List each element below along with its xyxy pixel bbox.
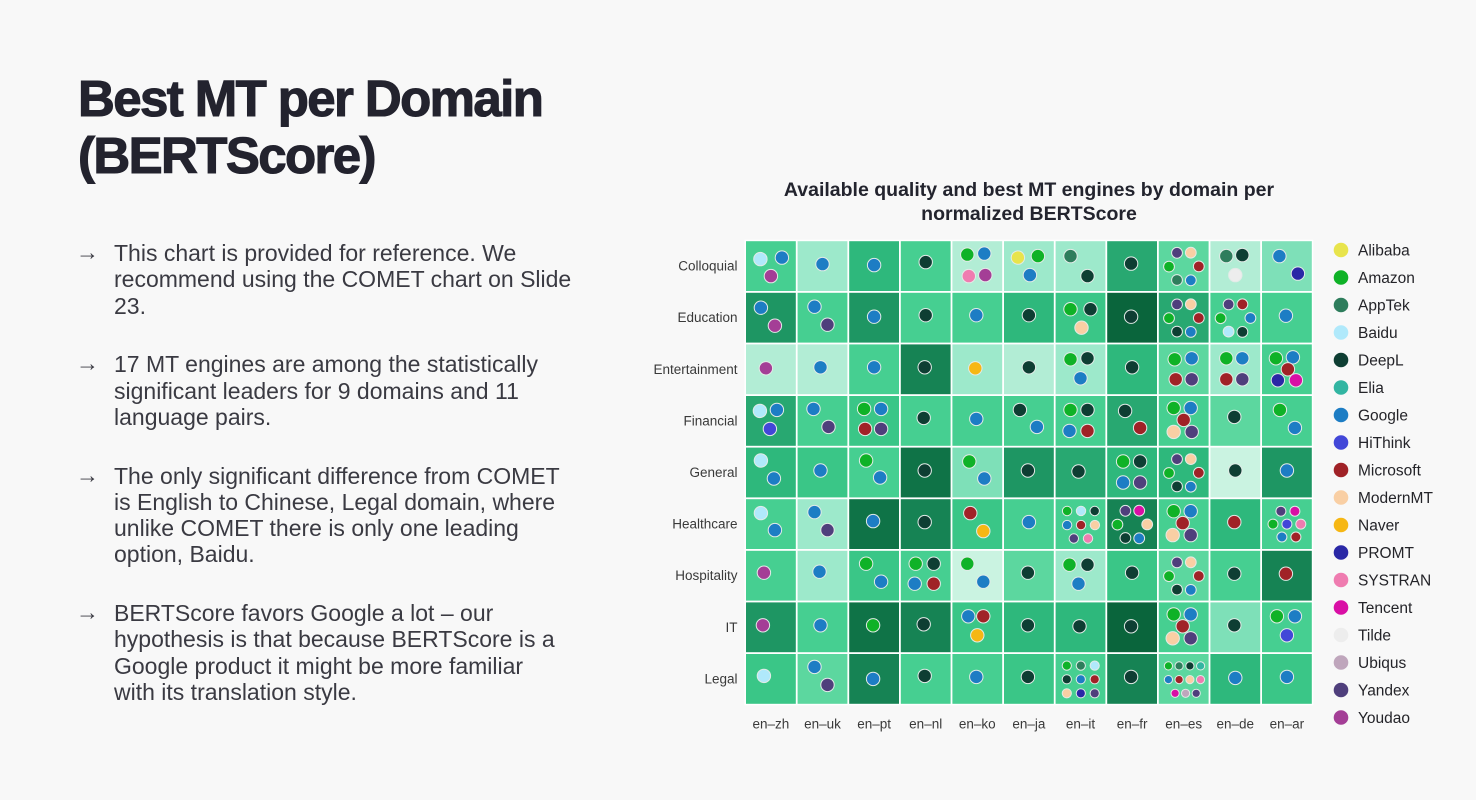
svg-text:en–nl: en–nl: [909, 717, 942, 732]
svg-text:SYSTRAN: SYSTRAN: [1358, 573, 1431, 590]
svg-text:en–pt: en–pt: [857, 717, 891, 732]
svg-text:Microsoft: Microsoft: [1358, 463, 1422, 480]
svg-text:en–es: en–es: [1165, 717, 1202, 732]
svg-text:Hospitality: Hospitality: [675, 568, 738, 583]
svg-text:en–fr: en–fr: [1117, 717, 1148, 732]
svg-text:en–ko: en–ko: [959, 717, 996, 732]
svg-text:Amazon: Amazon: [1358, 270, 1415, 287]
svg-text:Education: Education: [677, 310, 737, 325]
svg-text:Tencent: Tencent: [1358, 600, 1413, 617]
svg-text:Alibaba: Alibaba: [1358, 243, 1410, 260]
svg-text:en–ja: en–ja: [1012, 717, 1046, 732]
svg-text:IT: IT: [726, 620, 738, 635]
svg-text:PROMT: PROMT: [1358, 545, 1415, 562]
svg-text:HiThink: HiThink: [1358, 435, 1411, 452]
svg-text:en–de: en–de: [1217, 717, 1255, 732]
svg-text:General: General: [689, 465, 737, 480]
svg-text:Legal: Legal: [704, 671, 737, 686]
svg-text:ModernMT: ModernMT: [1358, 490, 1433, 507]
svg-text:Entertainment: Entertainment: [653, 362, 737, 377]
svg-text:Financial: Financial: [683, 413, 737, 428]
svg-text:en–zh: en–zh: [753, 717, 790, 732]
svg-text:en–ar: en–ar: [1270, 717, 1305, 732]
svg-text:Baidu: Baidu: [1358, 325, 1398, 342]
svg-text:Yandex: Yandex: [1358, 683, 1410, 700]
svg-text:en–uk: en–uk: [804, 717, 841, 732]
svg-text:en–it: en–it: [1066, 717, 1096, 732]
svg-text:Youdao: Youdao: [1358, 710, 1410, 727]
svg-text:Ubiqus: Ubiqus: [1358, 655, 1406, 672]
svg-text:Elia: Elia: [1358, 380, 1384, 397]
svg-text:Colloquial: Colloquial: [678, 259, 737, 274]
svg-text:Tilde: Tilde: [1358, 628, 1391, 645]
svg-text:DeepL: DeepL: [1358, 353, 1404, 370]
svg-text:Google: Google: [1358, 408, 1408, 425]
svg-text:Healthcare: Healthcare: [672, 517, 737, 532]
svg-text:Naver: Naver: [1358, 518, 1399, 535]
svg-text:AppTek: AppTek: [1358, 298, 1410, 315]
